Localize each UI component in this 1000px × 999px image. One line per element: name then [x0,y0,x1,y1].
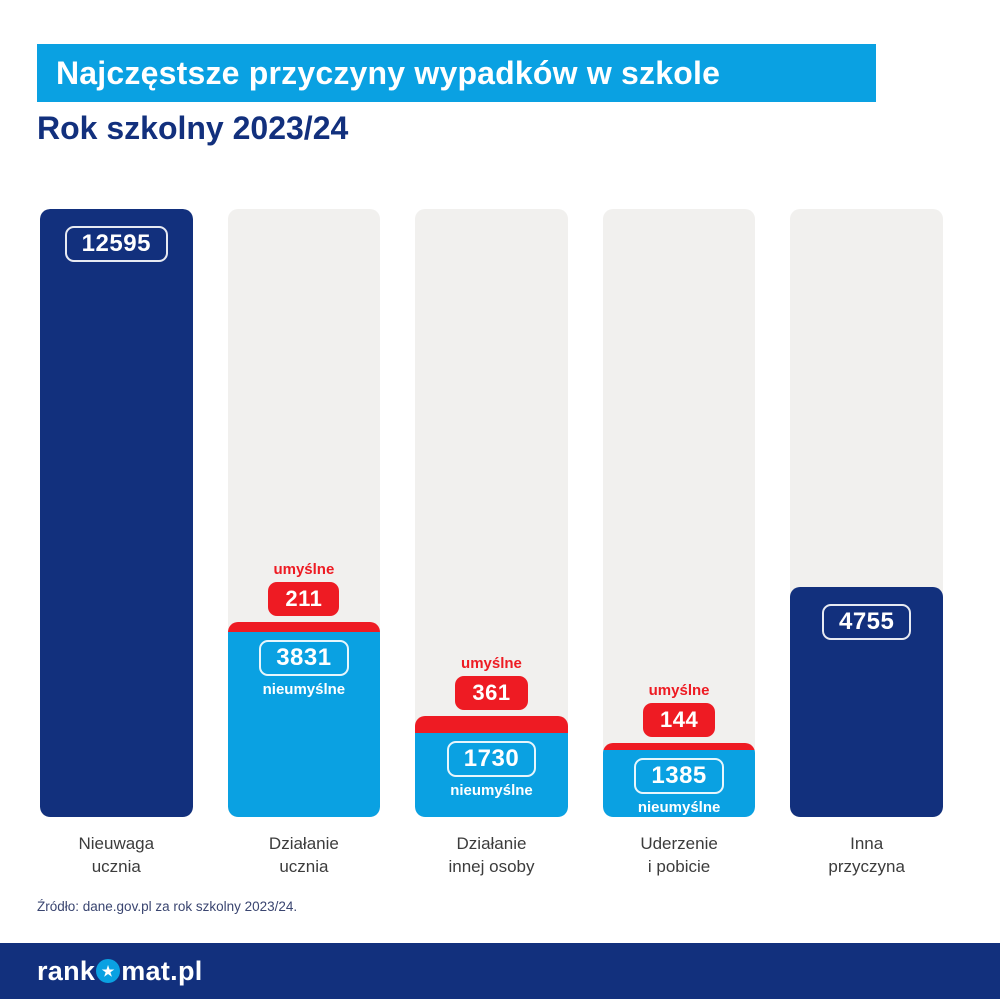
category-label: Działanie ucznia [228,833,381,879]
value-badge: 3831 [259,640,349,677]
category-label: Nieuwaga ucznia [40,833,193,879]
bar-column-inna-przyczyna: 4755 Inna przyczyna [790,209,943,879]
category-label: Uderzenie i pobicie [603,833,756,879]
bar-track: umyślne 361 1730 nieumyślne [415,209,568,817]
category-label-line2: i pobicie [647,856,711,876]
unintentional-label: nieumyślne [637,799,721,817]
category-label: Inna przyczyna [790,833,943,879]
star-icon: ★ [96,959,121,983]
intentional-label: umyślne [648,682,710,700]
page-subtitle: Rok szkolny 2023/24 [37,110,349,146]
value-badge: 1730 [446,741,537,778]
brand-logo: rank ★ mat.pl [37,956,203,987]
bar-track: umyślne 144 1385 nieumyślne [602,209,756,817]
value-badge: 4755 [821,604,912,641]
category-label-line2: innej osoby [448,856,535,876]
bar-chart: 12595 Nieuwaga ucznia umyślne 211 3831 [40,209,943,879]
unintentional-label: nieumyślne [450,782,533,800]
intentional-annotation: umyślne 211 [228,561,381,616]
category-label-line2: ucznia [91,856,141,876]
intentional-label: umyślne [273,560,335,578]
bar-segment-unintentional: 3831 nieumyślne [227,632,381,817]
bar-segment-total: 4755 [790,587,943,817]
bar-track: 4755 [790,209,943,817]
category-label-line1: Działanie [268,834,339,853]
bar-segment-total: 12595 [40,209,193,817]
brand-logo-prefix: rank [37,955,96,986]
category-label: Działanie innej osoby [415,833,568,879]
intentional-value-badge: 144 [642,703,716,738]
bar-stack: 12595 [40,209,193,817]
bar-stack: 3831 nieumyślne [227,621,381,817]
bar-segment-unintentional: 1385 nieumyślne [602,750,756,817]
category-label-line2: przyczyna [828,856,905,876]
bar-segment-intentional [415,716,568,734]
intentional-value-badge: 361 [455,676,528,711]
intentional-annotation: umyślne 144 [603,682,756,738]
unintentional-label: nieumyślne [262,681,346,699]
source-note: Źródło: dane.gov.pl za rok szkolny 2023/… [37,899,298,914]
intentional-annotation: umyślne 361 [415,655,568,711]
value-badge: 12595 [64,226,168,262]
bar-column-dzialanie-innej-osoby: umyślne 361 1730 nieumyślne Działanie in… [415,209,568,879]
bar-column-dzialanie-ucznia: umyślne 211 3831 nieumyślne Działanie uc… [227,209,381,879]
title-banner: Najczęstsze przyczyny wypadków w szkole [37,44,876,102]
value-badge: 1385 [634,758,724,795]
page-title: Najczęstsze przyczyny wypadków w szkole [56,54,721,91]
bar-stack: 1730 nieumyślne [415,716,568,817]
category-label-line1: Inna [850,834,884,853]
category-label-line1: Uderzenie [640,834,718,853]
intentional-label: umyślne [461,655,522,673]
bar-column-nieuwaga-ucznia: 12595 Nieuwaga ucznia [40,209,193,879]
bar-segment-intentional [602,743,756,751]
category-label-line2: ucznia [279,856,329,876]
bar-stack: 4755 [790,587,943,817]
category-label-line1: Działanie [456,834,527,853]
bar-track: 12595 [40,209,193,817]
bar-column-uderzenie-i-pobicie: umyślne 144 1385 nieumyślne Uderzenie i … [602,209,756,879]
category-label-line1: Nieuwaga [78,834,155,853]
bar-segment-intentional [227,621,381,633]
brand-logo-suffix: mat.pl [121,955,203,986]
intentional-value-badge: 211 [268,581,340,616]
footer-bar: rank ★ mat.pl [0,943,1000,999]
bar-segment-unintentional: 1730 nieumyślne [415,733,568,817]
bar-track: umyślne 211 3831 nieumyślne [227,209,381,817]
bar-stack: 1385 nieumyślne [602,743,756,817]
